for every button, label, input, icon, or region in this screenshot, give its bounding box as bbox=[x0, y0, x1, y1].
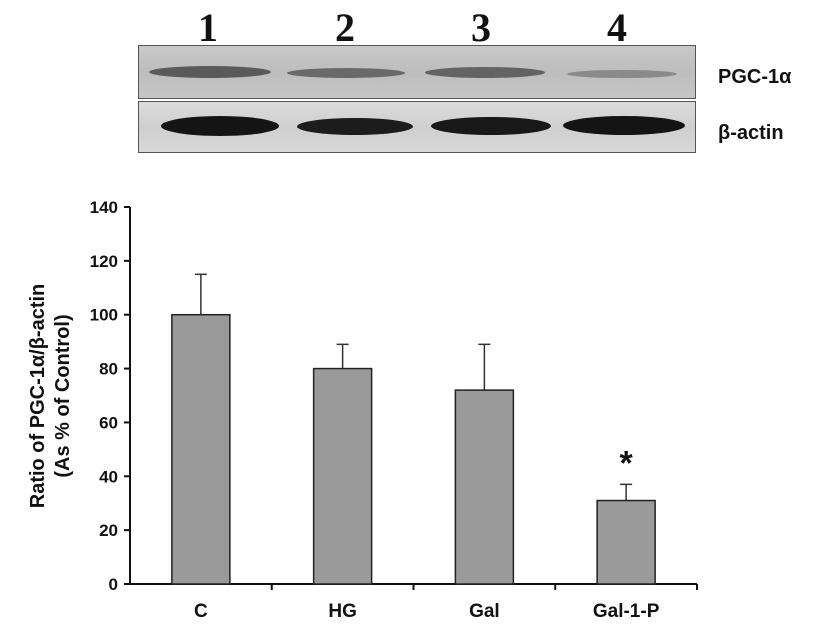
bar bbox=[312, 367, 373, 585]
y-tick-label: 40 bbox=[99, 467, 118, 486]
x-category-label: HG bbox=[328, 601, 357, 622]
bar bbox=[596, 499, 656, 585]
pgc1a-band-3 bbox=[425, 67, 545, 78]
beta-actin-blot-strip bbox=[138, 101, 696, 153]
x-category-label: Gal-1-P bbox=[593, 601, 660, 622]
lane-number-2: 2 bbox=[335, 5, 355, 50]
y-tick-label: 100 bbox=[90, 306, 118, 325]
y-tick-label: 0 bbox=[109, 575, 118, 594]
actin-band-4 bbox=[563, 116, 685, 135]
significance-marker: * bbox=[620, 444, 634, 482]
lane-number-1: 1 bbox=[198, 5, 218, 50]
bar bbox=[171, 313, 231, 585]
pgc1a-label: PGC-1α bbox=[718, 66, 792, 88]
x-category-label: Gal bbox=[469, 601, 500, 622]
lane-number-3: 3 bbox=[471, 5, 491, 50]
bar bbox=[454, 389, 515, 585]
beta-actin-label: β-actin bbox=[718, 122, 784, 144]
actin-band-3 bbox=[431, 117, 551, 135]
lane-number-4: 4 bbox=[607, 5, 627, 50]
pgc1a-band-4 bbox=[567, 70, 677, 78]
y-tick-label: 80 bbox=[99, 360, 118, 379]
x-category-label: C bbox=[194, 601, 208, 622]
actin-band-2 bbox=[297, 118, 413, 135]
y-tick-label: 20 bbox=[99, 521, 118, 540]
pgc1a-blot-strip bbox=[138, 45, 696, 99]
y-tick-label: 120 bbox=[90, 252, 118, 271]
y-tick-label: 140 bbox=[90, 198, 118, 217]
pgc1a-band-1 bbox=[149, 66, 271, 78]
bar-chart: 0 20 40 60 80 100 120 140 Ratio of PGC-1α/β-acti… bbox=[27, 198, 698, 622]
y-axis-label-line: Ratio of PGC-1α/β-actin bbox=[27, 284, 49, 509]
pgc1a-band-2 bbox=[287, 68, 405, 78]
actin-band-1 bbox=[161, 116, 279, 136]
y-axis-label-line: (As % of Control) bbox=[52, 314, 74, 477]
y-tick-label: 60 bbox=[99, 413, 118, 432]
